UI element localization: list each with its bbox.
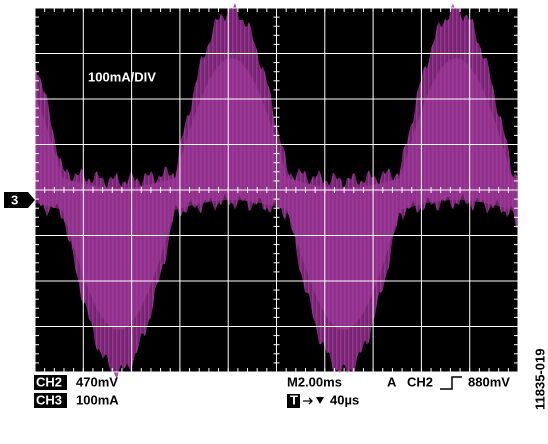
trigger-level: 880mV — [468, 374, 510, 389]
channel-marker-arrow — [28, 192, 35, 208]
ch2-badge: CH2 — [36, 374, 62, 389]
position-icon — [316, 397, 324, 404]
arrow-icon — [303, 398, 312, 404]
trigger-mode: A — [387, 374, 397, 389]
trigger-badge: T — [290, 392, 298, 407]
figure-id: 11835-019 — [532, 349, 547, 410]
ch3-scale: 100mA — [76, 392, 119, 407]
channel-marker: 3 — [11, 192, 18, 207]
oscilloscope: 100mA/DIV 3 CH2 470mV CH3 100mA M2.00ms … — [0, 0, 548, 444]
scale-label: 100mA/DIV — [88, 69, 156, 84]
trigger-slope-icon — [440, 377, 462, 389]
timebase: M2.00ms — [287, 374, 342, 389]
ch3-badge: CH3 — [36, 392, 62, 407]
trigger-position: 40µs — [330, 392, 359, 407]
trigger-source: CH2 — [407, 374, 433, 389]
ch2-scale: 470mV — [76, 374, 118, 389]
